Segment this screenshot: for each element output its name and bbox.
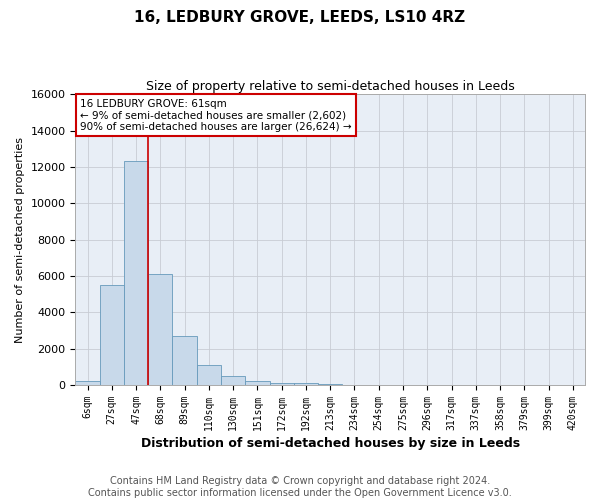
Text: Contains HM Land Registry data © Crown copyright and database right 2024.
Contai: Contains HM Land Registry data © Crown c…	[88, 476, 512, 498]
Title: Size of property relative to semi-detached houses in Leeds: Size of property relative to semi-detach…	[146, 80, 515, 93]
Bar	[197, 365, 221, 385]
Bar	[172, 336, 197, 385]
Bar	[245, 382, 269, 385]
Bar	[318, 384, 343, 385]
Bar	[294, 384, 318, 385]
Text: 16, LEDBURY GROVE, LEEDS, LS10 4RZ: 16, LEDBURY GROVE, LEEDS, LS10 4RZ	[134, 10, 466, 25]
Bar	[221, 376, 245, 385]
Bar	[76, 382, 100, 385]
Bar	[269, 382, 294, 385]
Text: 16 LEDBURY GROVE: 61sqm
← 9% of semi-detached houses are smaller (2,602)
90% of : 16 LEDBURY GROVE: 61sqm ← 9% of semi-det…	[80, 98, 352, 132]
Bar	[148, 274, 172, 385]
X-axis label: Distribution of semi-detached houses by size in Leeds: Distribution of semi-detached houses by …	[140, 437, 520, 450]
Bar	[124, 162, 148, 385]
Y-axis label: Number of semi-detached properties: Number of semi-detached properties	[15, 136, 25, 342]
Bar	[100, 285, 124, 385]
